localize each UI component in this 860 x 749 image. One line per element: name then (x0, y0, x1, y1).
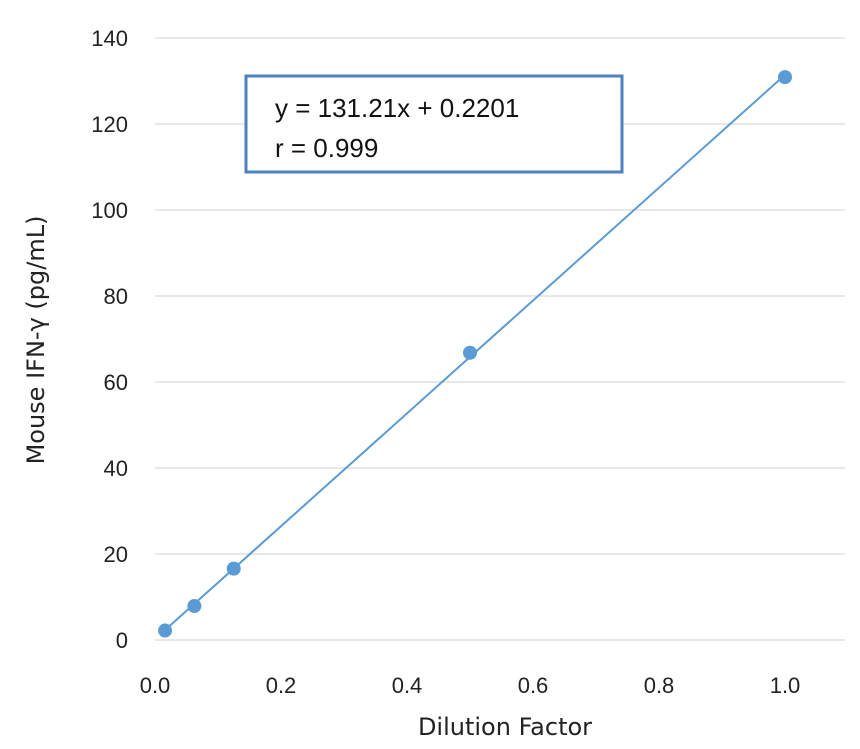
equation-line: y = 131.21x + 0.2201 (275, 93, 519, 123)
y-tick-label: 80 (104, 284, 128, 309)
data-point (158, 623, 173, 638)
y-tick-label: 0 (116, 628, 128, 653)
y-tick-label: 100 (91, 198, 128, 223)
x-tick-labels: 0.0 0.2 0.4 0.6 0.8 1.0 (140, 673, 801, 698)
data-point (778, 70, 792, 85)
y-tick-label: 120 (91, 112, 128, 137)
y-tick-label: 40 (104, 456, 128, 481)
y-tick-label: 20 (104, 542, 128, 567)
data-point (226, 561, 241, 576)
data-point (463, 345, 477, 360)
x-tick-label: 0.2 (266, 673, 297, 698)
data-points (158, 70, 792, 638)
data-point (187, 599, 202, 614)
x-tick-label: 0.0 (140, 673, 171, 698)
equation-box: y = 131.21x + 0.2201 r = 0.999 (244, 74, 624, 174)
correlation-line: r = 0.999 (275, 133, 378, 163)
y-axis-title: Mouse IFN-γ (pg/mL) (22, 216, 50, 465)
x-tick-label: 0.6 (518, 673, 549, 698)
x-tick-label: 0.4 (392, 673, 423, 698)
x-tick-label: 0.8 (644, 673, 675, 698)
x-axis-title: Dilution Factor (418, 713, 592, 741)
y-tick-label: 140 (91, 26, 128, 51)
x-tick-label: 1.0 (770, 673, 801, 698)
y-tick-label: 60 (104, 370, 128, 395)
y-tick-labels: 0 20 40 60 80 100 120 140 (91, 26, 128, 653)
